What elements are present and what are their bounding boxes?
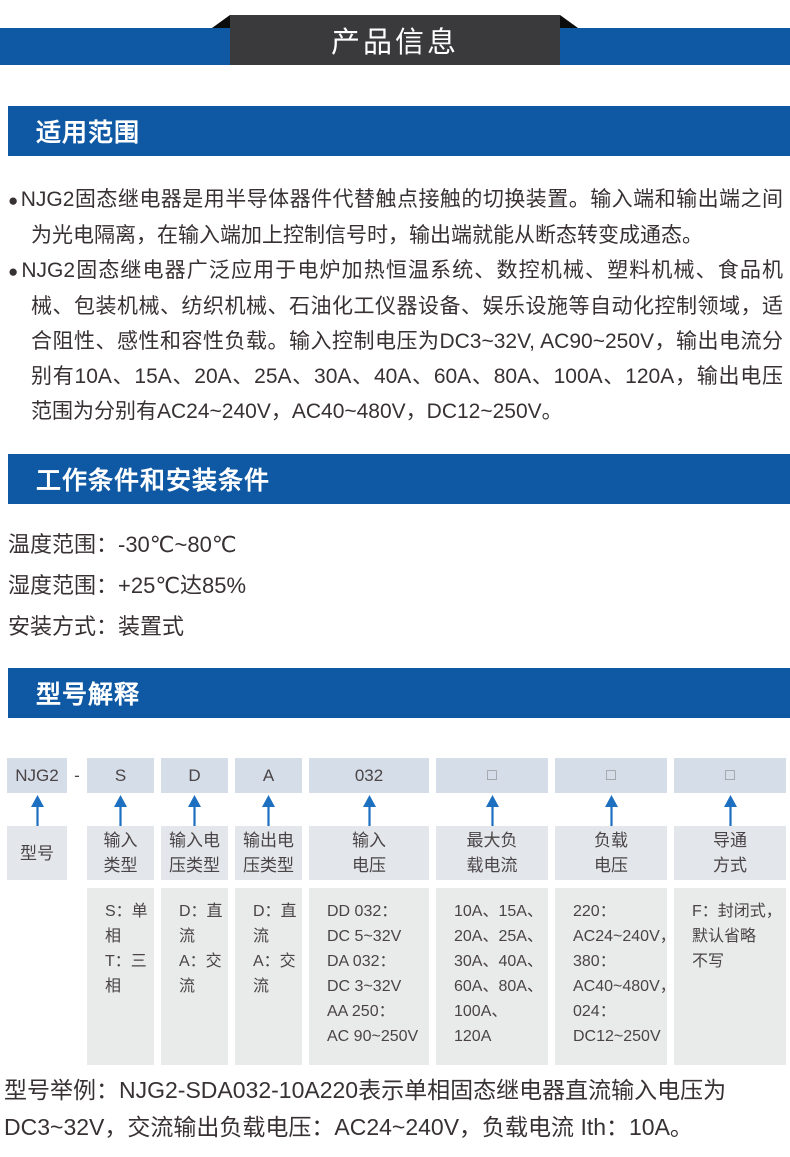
code-box: 032 [309,758,429,793]
code-box-placeholder: □ [436,758,548,793]
section-title: 工作条件和安装条件 [36,467,271,495]
up-arrow-icon [674,793,786,826]
scope-paragraphs: ●NJG2固态继电器是用半导体器件代替触点接触的切换装置。输入端和输出端之间为光… [8,182,783,429]
section-header-scope: 适用范围 [8,106,790,156]
bullet-paragraph: ●NJG2固态继电器广泛应用于电炉加热恒温系统、数控机械、塑料机械、食品机械、包… [8,253,783,429]
up-arrow-icon [161,793,228,826]
up-arrow-icon [555,793,667,826]
ribbon-fold-left [212,15,230,28]
code-box: NJG2 [7,758,67,793]
condition-item: 温度范围：-30℃~80℃ [8,532,237,557]
category-label: 输入 电压 [309,826,429,880]
condition-item: 安装方式：装置式 [8,614,185,639]
up-arrow-icon [436,793,548,826]
model-code-diagram: NJG2 - S D A 032 □ □ □ 型号 输入 类型 输入电 压类型 … [7,758,786,1065]
category-label: 输出电 压类型 [235,826,302,880]
bullet-icon: ● [8,262,20,281]
category-label: 最大负 载电流 [436,826,548,880]
bullet-text: NJG2固态继电器广泛应用于电炉加热恒温系统、数控机械、塑料机械、食品机械、包装… [21,259,783,423]
code-box: S [87,758,154,793]
category-label: 负载 电压 [555,826,667,880]
code-box-placeholder: □ [555,758,667,793]
option-values: D：直流 A：交流 [235,888,302,1065]
up-arrow-icon [7,793,67,826]
option-values: F：封闭式， 默认省略 不写 [674,888,786,1065]
category-label: 导通 方式 [674,826,786,880]
up-arrow-icon [235,793,302,826]
up-arrow-icon [87,793,154,826]
model-example-text: 型号举例：NJG2-SDA032-10A220表示单相固态继电器直流输入电压为D… [4,1077,727,1140]
section-title: 型号解释 [36,681,141,709]
up-arrow-icon [309,793,429,826]
bullet-icon: ● [8,191,19,210]
bullet-paragraph: ●NJG2固态继电器是用半导体器件代替触点接触的切换装置。输入端和输出端之间为光… [8,182,783,253]
conditions-list: 温度范围：-30℃~80℃ 湿度范围：+25℃达85% 安装方式：装置式 [8,524,246,647]
ribbon-banner: 产品信息 [230,15,560,65]
section-title: 适用范围 [36,119,141,147]
category-label: 输入电 压类型 [161,826,228,880]
bullet-text: NJG2固态继电器是用半导体器件代替触点接触的切换装置。输入端和输出端之间为光电… [20,188,783,247]
code-box: A [235,758,302,793]
category-label: 输入 类型 [87,826,154,880]
code-separator: - [74,765,80,785]
condition-item: 湿度范围：+25℃达85% [8,573,247,598]
page-title: 产品信息 [330,27,459,59]
code-box-placeholder: □ [674,758,786,793]
option-values: D：直流 A：交流 [161,888,228,1065]
option-values: DD 032： DC 5~32V DA 032： DC 3~32V AA 250… [309,888,429,1065]
section-header-conditions: 工作条件和安装条件 [8,454,790,504]
option-values: 220： AC24~240V， 380： AC40~480V， 024： DC1… [555,888,676,1065]
section-header-model: 型号解释 [8,668,790,718]
ribbon-fold-right [560,15,578,28]
option-values: S：单相 T：三相 [87,888,154,1065]
code-box: D [161,758,228,793]
category-label: 型号 [7,826,67,880]
option-values: 10A、15A、 20A、25A、 30A、40A、 60A、80A、 100A… [436,888,548,1065]
